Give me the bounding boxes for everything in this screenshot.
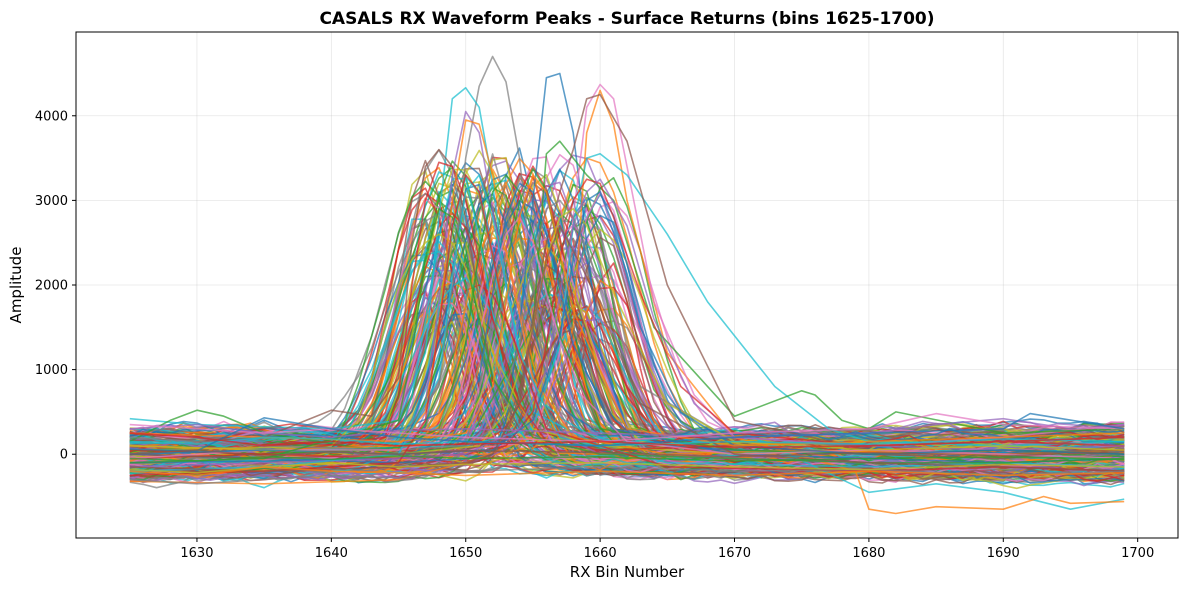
y-axis: 0 1000 2000 3000 4000 bbox=[35, 109, 76, 463]
waveform-line bbox=[129, 174, 1125, 472]
waveform-line bbox=[129, 455, 1125, 462]
x-tick-label: 1670 bbox=[718, 546, 751, 561]
x-tick-label: 1680 bbox=[852, 546, 885, 561]
x-tick-label: 1660 bbox=[584, 546, 617, 561]
waveform-line bbox=[129, 432, 1125, 449]
waveform-line bbox=[129, 208, 1125, 455]
x-tick-label: 1640 bbox=[315, 546, 348, 561]
waveform-line bbox=[129, 208, 1125, 464]
chart-title: CASALS RX Waveform Peaks - Surface Retur… bbox=[319, 9, 934, 29]
x-tick-label: 1690 bbox=[987, 546, 1020, 561]
x-tick-label: 1650 bbox=[449, 546, 482, 561]
y-tick-label: 3000 bbox=[35, 194, 68, 209]
x-axis: 1630 1640 1650 1660 1670 1680 1690 1700 bbox=[180, 538, 1154, 561]
x-axis-label: RX Bin Number bbox=[570, 563, 685, 581]
waveform-line bbox=[129, 140, 1125, 455]
waveform-line bbox=[129, 412, 1125, 452]
waveform-line bbox=[129, 466, 1125, 485]
waveform-line bbox=[129, 412, 1125, 443]
y-axis-label: Amplitude bbox=[7, 247, 25, 324]
y-tick-label: 2000 bbox=[35, 279, 68, 294]
waveform-line bbox=[129, 178, 1125, 468]
series-layer bbox=[129, 55, 1125, 515]
y-tick-label: 4000 bbox=[35, 109, 68, 124]
waveform-line bbox=[129, 461, 1125, 474]
waveform-line bbox=[129, 449, 1125, 458]
y-tick-label: 1000 bbox=[35, 363, 68, 378]
waveform-line bbox=[129, 466, 1125, 477]
y-tick-label: 0 bbox=[60, 448, 68, 463]
x-tick-label: 1630 bbox=[180, 546, 213, 561]
x-tick-label: 1700 bbox=[1121, 546, 1154, 561]
